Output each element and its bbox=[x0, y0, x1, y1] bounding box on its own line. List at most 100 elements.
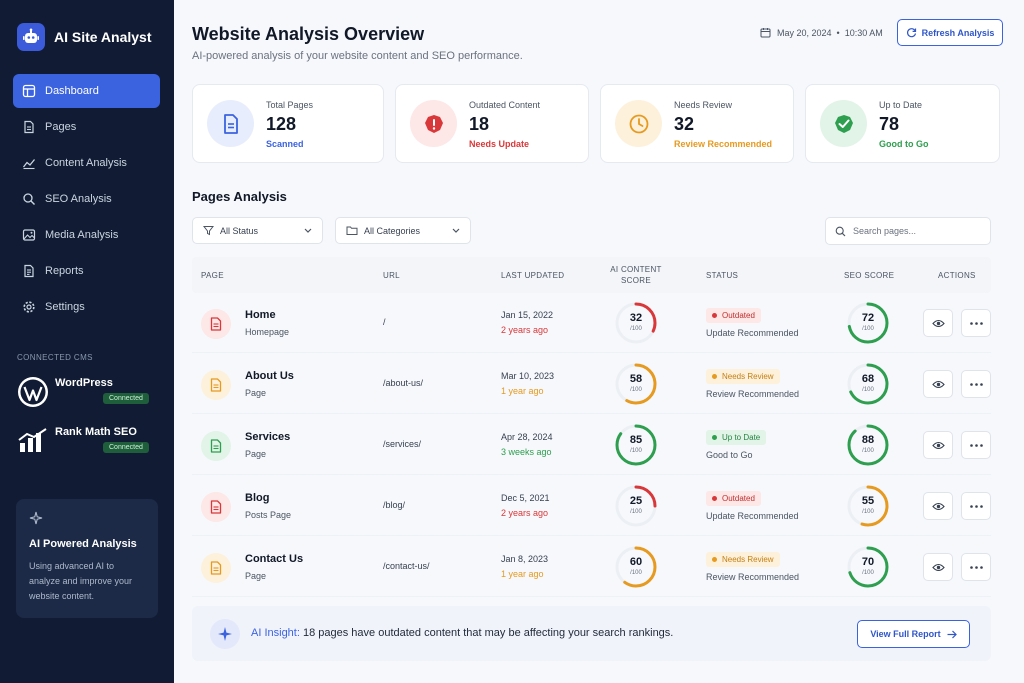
category-filter-dropdown[interactable]: All Categories bbox=[335, 217, 471, 244]
last-updated-relative: 1 year ago bbox=[501, 569, 544, 579]
table-row[interactable]: Services Page/services/Apr 28, 2024 3 week… bbox=[192, 415, 991, 475]
view-page-button[interactable] bbox=[923, 553, 953, 581]
score-max: /100 bbox=[630, 326, 642, 332]
stat-value: 18 bbox=[469, 114, 490, 134]
seo-score-gauge: 72/100 bbox=[846, 301, 890, 345]
report-icon bbox=[24, 264, 34, 278]
refresh-analysis-button[interactable]: Refresh Analysis bbox=[897, 19, 1003, 46]
status-filter-dropdown[interactable]: All Status bbox=[192, 217, 323, 244]
table-row[interactable]: Home Homepage / Jan 15, 2022 2 years ago 32/1… bbox=[192, 293, 991, 353]
pages-analysis-panel: Pages Analysis All Status All Categories… bbox=[192, 172, 1003, 662]
more-options-button[interactable] bbox=[961, 492, 991, 520]
search-input[interactable] bbox=[853, 226, 983, 236]
score-max: /100 bbox=[862, 570, 874, 576]
page-name[interactable]: Services bbox=[245, 431, 291, 443]
page-name[interactable]: Blog bbox=[245, 492, 270, 504]
table-row[interactable]: Contact Us Page/contact-us/Jan 8, 2023 1 y… bbox=[192, 537, 991, 597]
eye-icon bbox=[931, 441, 945, 449]
sidebar-item-label: Dashboard bbox=[45, 85, 99, 97]
view-page-button[interactable] bbox=[923, 431, 953, 459]
cms-wordpress[interactable]: WordPress Connected bbox=[17, 375, 157, 411]
sidebar-item-label: SEO Analysis bbox=[45, 193, 112, 205]
more-horizontal-icon bbox=[969, 565, 983, 569]
status-label: Outdated bbox=[722, 311, 755, 320]
page-name[interactable]: About Us bbox=[245, 370, 294, 382]
score-max: /100 bbox=[630, 509, 642, 515]
page-type: Page bbox=[245, 388, 267, 398]
sidebar-item-content-analysis[interactable]: Content Analysis bbox=[13, 146, 160, 180]
status-dot bbox=[712, 313, 717, 318]
last-updated-date: Jan 15, 2022 bbox=[501, 310, 554, 320]
page-type: Page bbox=[245, 571, 267, 581]
view-page-button[interactable] bbox=[923, 309, 953, 337]
cms-name: Rank Math SEO bbox=[55, 426, 137, 438]
status-dot bbox=[712, 374, 717, 379]
search-icon bbox=[23, 193, 35, 205]
page-url: /blog/ bbox=[383, 500, 406, 510]
column-header-actions: ACTIONS bbox=[938, 270, 976, 280]
cms-rank-math[interactable]: Rank Math SEO Connected bbox=[17, 424, 157, 460]
page-subtitle: AI-powered analysis of your website cont… bbox=[192, 50, 523, 62]
sidebar-item-reports[interactable]: Reports bbox=[13, 254, 160, 288]
sidebar-item-pages[interactable]: Pages bbox=[13, 110, 160, 144]
more-options-button[interactable] bbox=[961, 309, 991, 337]
ai-content-score-gauge: 60/100 bbox=[614, 545, 658, 589]
filter-label: All Categories bbox=[364, 225, 421, 236]
view-page-button[interactable] bbox=[923, 370, 953, 398]
status-note: Update Recommended bbox=[706, 328, 799, 338]
score-max: /100 bbox=[630, 570, 642, 576]
sidebar-item-settings[interactable]: Settings bbox=[13, 290, 160, 324]
page-name[interactable]: Contact Us bbox=[245, 553, 304, 565]
filter-icon bbox=[203, 226, 214, 236]
table-row[interactable]: About Us Page/about-us/Mar 10, 2023 1 year… bbox=[192, 354, 991, 414]
status-badge: Up to Date bbox=[706, 430, 767, 445]
score-value: 55 bbox=[861, 495, 875, 507]
sidebar-item-dashboard[interactable]: Dashboard bbox=[13, 74, 160, 108]
status-dot bbox=[712, 557, 717, 562]
last-updated-date: Mar 10, 2023 bbox=[501, 371, 555, 381]
stat-card-total-pages: Total Pages 128 Scanned bbox=[192, 84, 384, 163]
page-title: Website Analysis Overview bbox=[192, 24, 425, 44]
filter-label: All Status bbox=[220, 225, 259, 236]
score-value: 25 bbox=[629, 495, 643, 507]
page-file-icon bbox=[201, 492, 231, 522]
last-updated-relative: 2 years ago bbox=[501, 325, 549, 335]
more-options-button[interactable] bbox=[961, 370, 991, 398]
brand[interactable]: AI Site Analyst bbox=[17, 23, 152, 51]
last-updated-date: Apr 28, 2024 bbox=[501, 432, 553, 442]
ai-content-score-gauge: 58/100 bbox=[614, 362, 658, 406]
table-row[interactable]: Blog Posts Page/blog/Dec 5, 2021 2 years a… bbox=[192, 476, 991, 536]
rank-math-icon bbox=[18, 428, 47, 452]
view-full-report-button[interactable]: View Full Report bbox=[857, 620, 970, 648]
more-horizontal-icon bbox=[969, 321, 983, 325]
last-updated-relative: 2 years ago bbox=[501, 508, 549, 518]
app-title: AI Site Analyst bbox=[54, 29, 152, 45]
sidebar-item-media-analysis[interactable]: Media Analysis bbox=[13, 218, 160, 252]
page-name[interactable]: Home bbox=[245, 309, 276, 321]
eye-icon bbox=[931, 319, 945, 327]
panel-title: Pages Analysis bbox=[192, 189, 287, 204]
sidebar-item-seo-analysis[interactable]: SEO Analysis bbox=[13, 182, 160, 216]
eye-icon bbox=[931, 380, 945, 388]
ai-powered-card: AI Powered Analysis Using advanced AI to… bbox=[16, 499, 158, 618]
date-text: May 20, 2024 bbox=[777, 27, 832, 38]
last-updated-relative: 3 weeks ago bbox=[501, 447, 552, 457]
stat-sub: Good to Go bbox=[879, 139, 929, 149]
page-type: Page bbox=[245, 449, 267, 459]
table-header: PAGE URL LAST UPDATED AI CONTENT SCORE S… bbox=[192, 257, 991, 293]
more-options-button[interactable] bbox=[961, 553, 991, 581]
sidebar-item-label: Media Analysis bbox=[45, 229, 119, 241]
status-dot bbox=[712, 435, 717, 440]
sparkle-icon bbox=[210, 619, 240, 649]
stat-sub: Scanned bbox=[266, 139, 304, 149]
more-options-button[interactable] bbox=[961, 431, 991, 459]
report-button-label: View Full Report bbox=[870, 629, 941, 639]
page-file-icon bbox=[201, 370, 231, 400]
chart-line-icon bbox=[22, 159, 36, 170]
seo-score-gauge: 70/100 bbox=[846, 545, 890, 589]
stat-label: Up to Date bbox=[879, 100, 923, 110]
main-content: Website Analysis Overview AI-powered ana… bbox=[174, 0, 1024, 683]
stat-value: 128 bbox=[266, 114, 297, 134]
column-header-url: URL bbox=[383, 270, 400, 280]
view-page-button[interactable] bbox=[923, 492, 953, 520]
